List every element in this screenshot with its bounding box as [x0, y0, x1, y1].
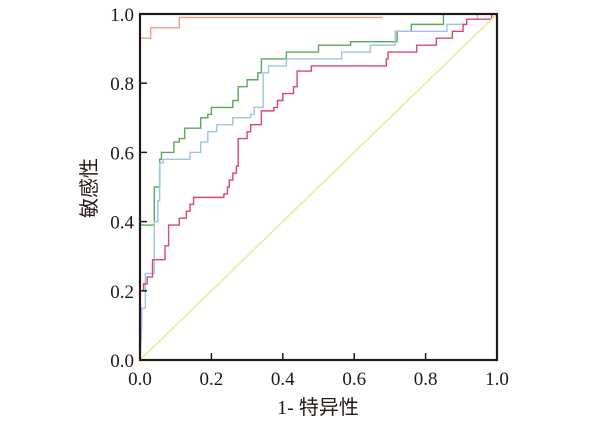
y-tick-label: 0.8: [110, 74, 134, 95]
x-tick-label: 0.8: [414, 369, 438, 390]
y-tick-label: 1.0: [110, 5, 134, 26]
series-line-green: [139, 13, 497, 239]
y-tick-label: 0.2: [110, 282, 134, 303]
x-tick-label: 0.6: [342, 369, 366, 390]
x-tick-label: 0.4: [271, 369, 295, 390]
plot-frame: [138, 12, 499, 362]
x-tick-label: 0.0: [128, 369, 152, 390]
series-line-reference: [139, 13, 498, 361]
ticks-layer: 0.0 0.2 0.4 0.6 0.8 1.0 0.0 0.2 0.4 0.6 0.8 1.0: [110, 5, 509, 390]
x-axis-label: 1- 特异性: [277, 396, 359, 419]
series-line-red: [140, 13, 497, 292]
series-line-blue: [139, 13, 497, 361]
x-tick-label: 1.0: [485, 369, 509, 390]
y-tick-label: 0.6: [110, 143, 134, 164]
y-axis-label: 敏感性: [78, 158, 101, 218]
y-tick-label: 0.0: [110, 351, 134, 372]
x-tick-label: 0.2: [200, 369, 224, 390]
y-tick-label: 0.4: [110, 213, 134, 234]
series-layer: [139, 13, 498, 361]
